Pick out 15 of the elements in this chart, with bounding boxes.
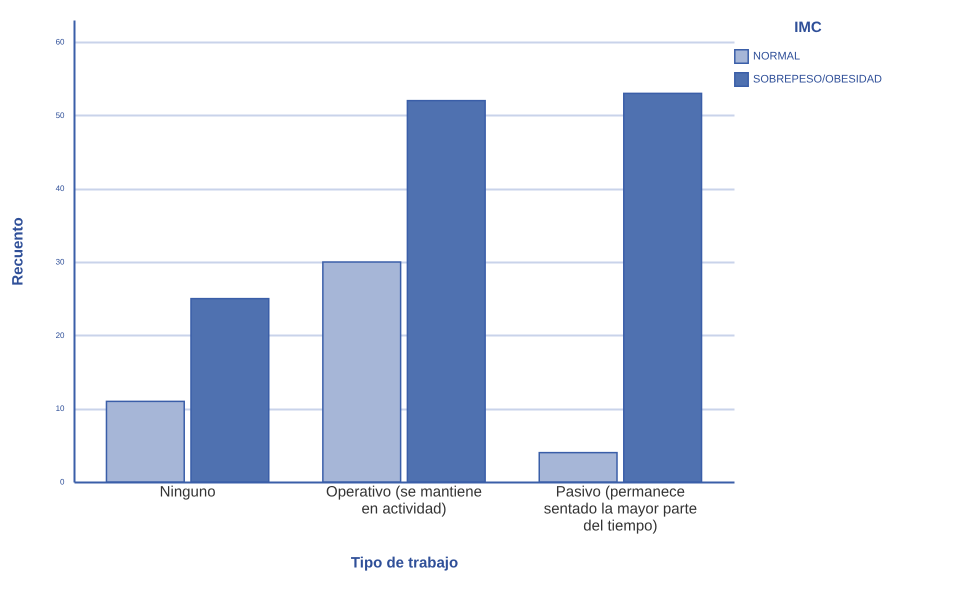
legend-label: SOBREPESO/OBESIDAD [753,74,882,86]
y-tick-label: 20 [56,330,66,340]
x-tick-label: Pasivo (permanece sentado la mayor parte del tiempo) [544,484,698,534]
y-tick-label: 50 [56,110,66,120]
x-tick-label: Ninguno [160,484,216,500]
legend-title: IMC [794,19,822,36]
y-tick-label: 60 [56,38,66,46]
y-tick-label: 40 [56,184,66,194]
x-axis-title: Tipo de trabajo [350,554,458,572]
y-tick-label: 0 [60,478,66,486]
legend-label: NORMAL [753,50,800,62]
x-tick-label: Operativo (se mantiene en actividad) [326,484,482,518]
y-axis-title: Recuento [10,217,27,286]
y-tick-label: 10 [56,404,66,414]
y-tick-label: 30 [56,258,66,266]
